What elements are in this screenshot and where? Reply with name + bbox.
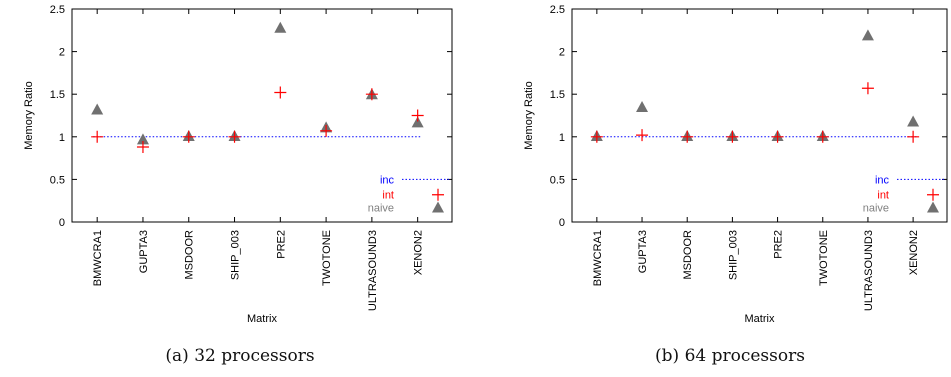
series-int-point [590,130,603,143]
chart-64-processors: 0 0.5 1 1.5 2 2.5 BMWCRA1 GUPTA3 MSDOOR SHIP_003 P… [523,4,948,325]
y-tick-label: 2 [559,47,565,59]
y-tick-label: 2.5 [550,4,565,16]
legend-marker-int [432,188,444,201]
series-int-point [816,130,829,143]
x-tick-label: MSDOOR [682,230,694,280]
series-int-point [726,130,739,143]
y-tick-label: 0.5 [50,174,65,186]
y-tick-label: 0 [559,217,565,229]
caption-64-processors: (b) 64 processors [655,346,805,366]
series-int-point [320,124,333,137]
plot-frame [71,8,453,223]
series-int-point [771,130,784,143]
legend-marker-int [927,188,939,201]
series-naive-point [136,133,149,145]
series-naive-point [636,100,649,112]
series-int-point [91,130,104,143]
legend-label-int: int [877,190,889,202]
y-tick-label: 1 [59,132,65,144]
x-tick-label: BMWCRA1 [92,230,104,286]
legend-marker-naive [927,201,939,213]
x-tick-label: SHIP_003 [727,230,739,280]
series-int-point [228,130,241,143]
y-tick-label: 0 [59,217,65,229]
x-tick-label: TWOTONE [818,230,830,286]
series-naive-point [91,103,104,115]
legend-label-inc: inc [875,174,890,186]
chart-32-processors: 0 0.5 1 1.5 2 2.5 BMWCRA1 GUPTA3 MSDOOR SHIP_003 P… [23,4,453,325]
x-tick-label: BMWCRA1 [592,230,604,286]
series-naive-point [411,116,424,128]
plot-frame [571,8,948,223]
y-tick-label: 1.5 [50,89,65,101]
legend-label-naive: naive [863,203,889,215]
x-tick-label: SHIP_003 [230,230,242,280]
y-tick-label: 1 [559,132,565,144]
x-tick-label: PRE2 [773,230,785,259]
x-tick-label: XENON2 [413,230,425,275]
legend-marker-naive [432,201,444,213]
x-tick-label: TWOTONE [321,230,333,286]
series-int-point [274,86,287,99]
x-tick-label: GUPTA3 [637,230,649,273]
series-int-point [411,109,424,122]
series-int-point [136,141,149,154]
series-int-point [636,129,649,142]
x-axis-label: Matrix [745,313,775,325]
x-tick-label: XENON2 [908,230,920,275]
y-tick-label: 2.5 [50,4,65,16]
x-tick-label: ULTRASOUND3 [367,230,379,311]
series-naive-point [861,29,874,41]
x-tick-label: PRE2 [275,230,287,259]
series-int-point [365,88,378,101]
series-naive-point [274,21,287,33]
y-axis-label: Memory Ratio [523,81,535,149]
y-tick-label: 2 [59,47,65,59]
x-tick-label: GUPTA3 [138,230,150,273]
x-tick-label: MSDOOR [184,230,196,280]
series-naive-point [907,115,920,127]
legend-label-inc: inc [380,174,395,186]
y-tick-label: 1.5 [550,89,565,101]
series-int-point [861,82,874,95]
caption-32-processors: (a) 32 processors [165,346,315,366]
y-axis-label: Memory Ratio [23,81,35,149]
x-axis-label: Matrix [247,313,277,325]
series-int-point [907,130,920,143]
x-tick-label: ULTRASOUND3 [863,230,875,311]
legend-label-naive: naive [368,203,394,215]
legend-label-int: int [382,190,394,202]
series-int-point [182,130,195,143]
y-tick-label: 0.5 [550,174,565,186]
series-int-point [681,130,694,143]
